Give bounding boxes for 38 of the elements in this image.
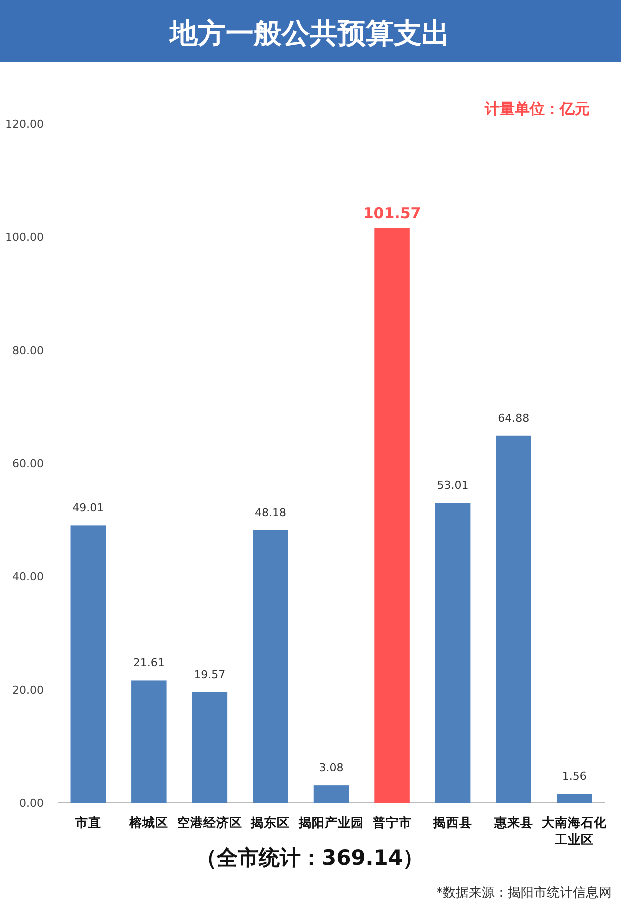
- y-tick-label: 120.00: [6, 118, 44, 131]
- x-tick-label: 大南海石化工业区: [542, 815, 608, 847]
- data-label: 21.61: [133, 656, 165, 670]
- y-tick-label: 0.00: [20, 797, 44, 810]
- text: （全市统计：369.14）: [196, 846, 424, 870]
- data-label: 3.08: [319, 762, 344, 775]
- data-label: 19.57: [194, 668, 226, 682]
- x-tick-label: 市直: [74, 815, 102, 830]
- bar: [314, 786, 350, 803]
- data-label: 64.88: [498, 412, 530, 425]
- data-label: 49.01: [72, 502, 104, 515]
- bar: [556, 794, 592, 803]
- bar: [253, 530, 288, 803]
- x-tick-label: 揭西县: [432, 815, 473, 830]
- y-tick-label: 100.00: [6, 231, 44, 244]
- y-tick-label: 80.00: [12, 344, 44, 358]
- y-tick-label: 20.00: [12, 684, 44, 697]
- bar: [496, 436, 532, 803]
- bar: [374, 228, 410, 803]
- y-tick-label: 40.00: [12, 570, 44, 584]
- chart-title: 地方一般公共预算支出: [168, 17, 450, 50]
- x-tick-label: 揭阳产业园: [298, 815, 364, 830]
- bar: [435, 503, 471, 803]
- x-tick-label: 普宁市: [372, 815, 412, 830]
- y-tick-label: 60.00: [12, 458, 44, 470]
- data-label: 101.57: [363, 204, 422, 222]
- x-tick-label: 榕城区: [128, 815, 169, 830]
- bar: [70, 526, 106, 803]
- bar: [192, 692, 228, 803]
- data-label: 48.18: [254, 506, 286, 520]
- text: *数据来源：揭阳市统计信息网: [436, 886, 612, 901]
- text: 计量单位：亿元: [484, 100, 590, 118]
- x-tick-label: 惠来县: [493, 815, 534, 830]
- data-label: 53.01: [437, 479, 469, 492]
- x-tick-label: 揭东区: [250, 815, 290, 830]
- data-label: 1.56: [562, 770, 587, 784]
- bar: [132, 680, 167, 803]
- x-tick-label: 空港经济区: [177, 815, 242, 830]
